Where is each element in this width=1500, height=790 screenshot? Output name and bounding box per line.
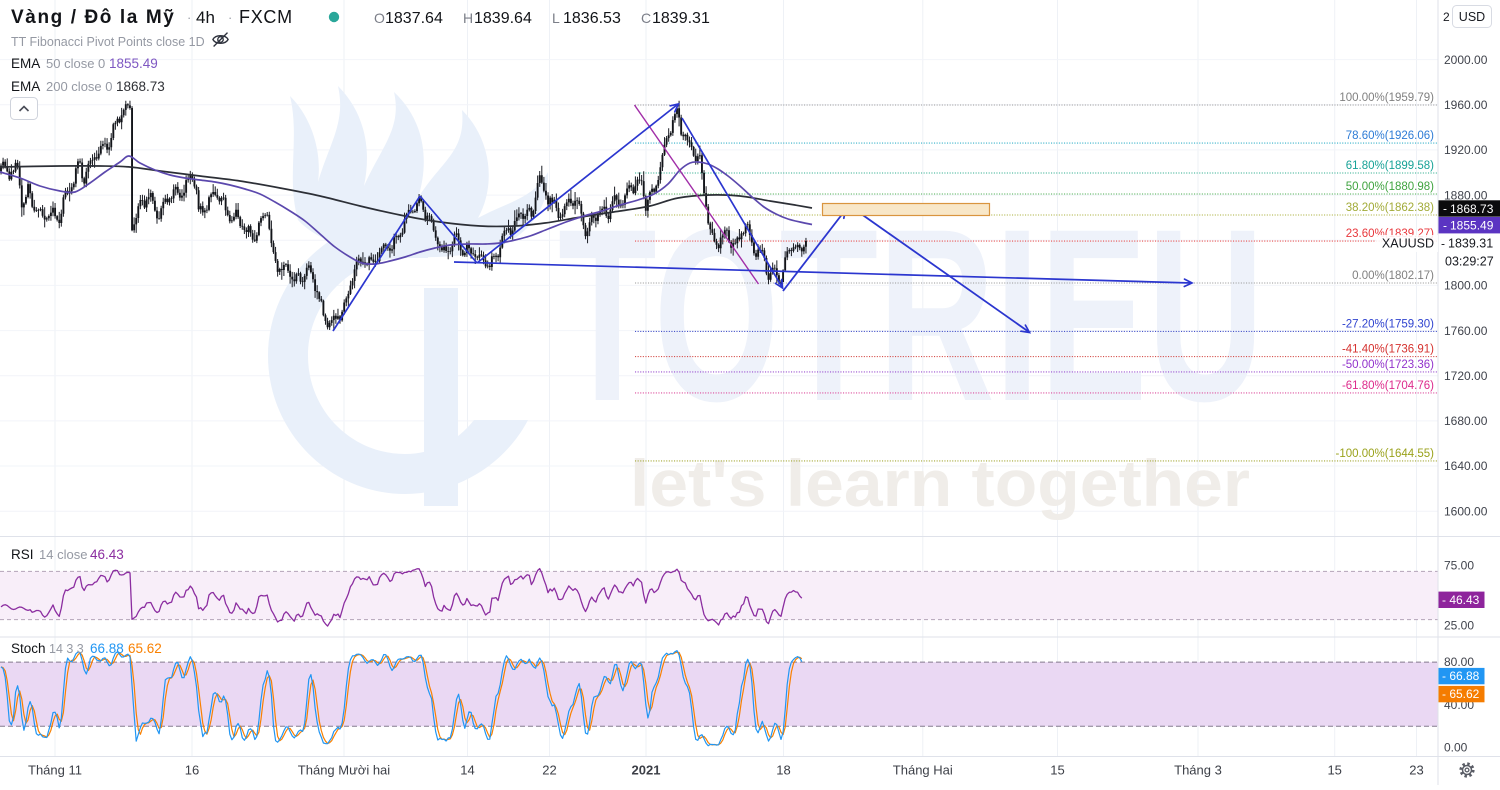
svg-text:let's learn together: let's learn together xyxy=(630,446,1250,520)
svg-text:RSI: RSI xyxy=(11,547,34,562)
svg-text:-50.00%(1723.36): -50.00%(1723.36) xyxy=(1342,359,1434,371)
svg-text:Tháng 11: Tháng 11 xyxy=(28,763,82,778)
svg-text:0.00%(1802.17): 0.00%(1802.17) xyxy=(1352,270,1434,282)
svg-text:1600.00: 1600.00 xyxy=(1444,504,1488,518)
svg-text:50 close 0: 50 close 0 xyxy=(46,56,105,71)
svg-text:03:29:27: 03:29:27 xyxy=(1445,255,1494,269)
svg-text:-27.20%(1759.30): -27.20%(1759.30) xyxy=(1342,318,1434,330)
svg-text:1640.00: 1640.00 xyxy=(1444,459,1488,473)
svg-text:0.00: 0.00 xyxy=(1444,741,1468,755)
svg-text:1868.73: 1868.73 xyxy=(116,79,165,94)
svg-text:XAUUSD: XAUUSD xyxy=(1382,237,1434,251)
svg-text:1880.00: 1880.00 xyxy=(1444,188,1488,202)
svg-text:·: · xyxy=(228,10,232,25)
svg-text:USD: USD xyxy=(1459,10,1485,24)
svg-text:-100.00%(1644.55): -100.00%(1644.55) xyxy=(1336,448,1435,460)
svg-text:·: · xyxy=(187,10,191,25)
svg-text:1839.31: 1839.31 xyxy=(1448,237,1493,251)
svg-text:61.80%(1899.58): 61.80%(1899.58) xyxy=(1346,160,1434,172)
svg-text:200 close 0: 200 close 0 xyxy=(46,79,113,94)
svg-text:C: C xyxy=(641,10,651,26)
svg-text:1839.64: 1839.64 xyxy=(474,10,532,27)
svg-text:1800.00: 1800.00 xyxy=(1444,279,1488,293)
svg-text:TT Fibonacci Pivot Points clos: TT Fibonacci Pivot Points close 1D xyxy=(11,35,205,49)
svg-text:-: - xyxy=(1443,218,1447,232)
svg-text:78.60%(1926.06): 78.60%(1926.06) xyxy=(1346,130,1434,142)
svg-text:L: L xyxy=(552,10,560,26)
svg-text:16: 16 xyxy=(185,763,199,778)
svg-text:75.00: 75.00 xyxy=(1444,558,1474,572)
svg-text:15: 15 xyxy=(1327,763,1341,778)
svg-text:100.00%(1959.79): 100.00%(1959.79) xyxy=(1339,92,1434,104)
svg-text:2000.00: 2000.00 xyxy=(1444,53,1488,67)
svg-text:-61.80%(1704.76): -61.80%(1704.76) xyxy=(1342,380,1434,392)
svg-text:1855.49: 1855.49 xyxy=(1450,219,1494,233)
svg-text:FXCM: FXCM xyxy=(239,7,293,27)
svg-text:Tháng Hai: Tháng Hai xyxy=(893,763,953,778)
svg-text:4h: 4h xyxy=(196,8,215,27)
svg-text:23: 23 xyxy=(1409,763,1423,778)
svg-text:Tháng Mười hai: Tháng Mười hai xyxy=(298,763,390,778)
svg-text:Stoch: Stoch xyxy=(11,641,46,656)
svg-text:EMA: EMA xyxy=(11,56,40,71)
svg-text:25.00: 25.00 xyxy=(1444,619,1474,633)
svg-text:22: 22 xyxy=(542,763,556,778)
svg-text:14 close: 14 close xyxy=(39,547,87,562)
svg-text:-41.40%(1736.91): -41.40%(1736.91) xyxy=(1342,344,1434,356)
svg-text:1760.00: 1760.00 xyxy=(1444,324,1488,338)
svg-text:- 66.88: - 66.88 xyxy=(1442,669,1480,683)
svg-text:18: 18 xyxy=(776,763,790,778)
svg-text:1680.00: 1680.00 xyxy=(1444,414,1488,428)
svg-text:2: 2 xyxy=(1443,10,1450,24)
svg-text:50.00%(1880.98): 50.00%(1880.98) xyxy=(1346,181,1434,193)
svg-text:1868.73: 1868.73 xyxy=(1450,202,1494,216)
svg-text:-: - xyxy=(1441,236,1445,250)
svg-text:46.43: 46.43 xyxy=(90,547,124,562)
svg-text:1836.53: 1836.53 xyxy=(563,10,621,27)
svg-text:1920.00: 1920.00 xyxy=(1444,143,1488,157)
svg-text:Vàng / Đô la Mỹ: Vàng / Đô la Mỹ xyxy=(11,7,175,28)
svg-text:-: - xyxy=(1443,202,1447,216)
svg-text:14 3 3: 14 3 3 xyxy=(49,642,84,656)
svg-text:O: O xyxy=(374,10,385,26)
svg-text:H: H xyxy=(463,10,473,26)
svg-text:- 65.62: - 65.62 xyxy=(1442,687,1480,701)
svg-text:1839.31: 1839.31 xyxy=(652,10,710,27)
svg-text:66.88: 66.88 xyxy=(90,641,124,656)
svg-text:1960.00: 1960.00 xyxy=(1444,98,1488,112)
svg-text:2021: 2021 xyxy=(632,763,661,778)
svg-text:80.00: 80.00 xyxy=(1444,655,1474,669)
svg-text:- 46.43: - 46.43 xyxy=(1442,593,1480,607)
svg-text:1720.00: 1720.00 xyxy=(1444,369,1488,383)
svg-text:TOTRIEU: TOTRIEU xyxy=(558,178,1264,453)
svg-text:1855.49: 1855.49 xyxy=(109,56,158,71)
svg-text:65.62: 65.62 xyxy=(128,641,162,656)
svg-text:14: 14 xyxy=(460,763,474,778)
svg-text:38.20%(1862.38): 38.20%(1862.38) xyxy=(1346,202,1434,214)
svg-text:1837.64: 1837.64 xyxy=(385,10,443,27)
svg-text:EMA: EMA xyxy=(11,79,40,94)
svg-text:15: 15 xyxy=(1050,763,1064,778)
svg-text:Tháng 3: Tháng 3 xyxy=(1174,763,1222,778)
